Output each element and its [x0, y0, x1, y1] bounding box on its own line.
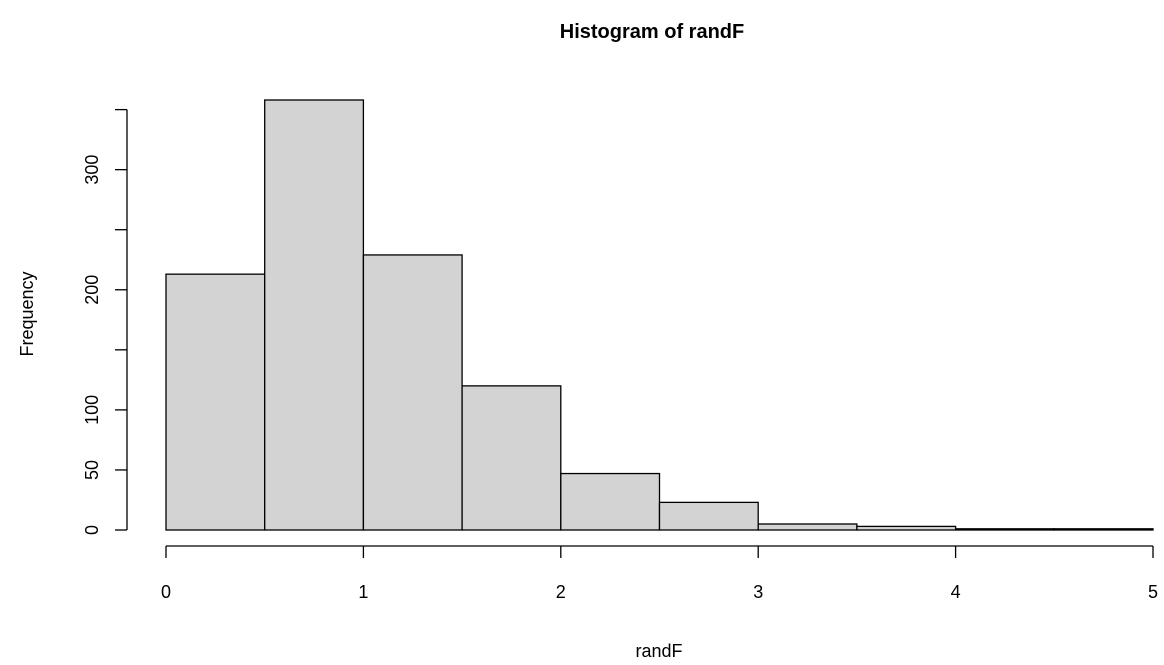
x-tick-label: 1: [358, 582, 368, 602]
x-tick-label: 3: [753, 582, 763, 602]
y-axis: 0 50 100 200 300: [82, 108, 128, 535]
histogram-bar-3: [461, 385, 562, 531]
y-tick-label: 50: [82, 460, 102, 480]
histogram-bar-0: [165, 273, 266, 531]
x-tick-label: 5: [1148, 582, 1158, 602]
histogram-bar-4: [560, 472, 661, 531]
y-axis-label: Frequency: [17, 271, 37, 356]
chart-title: Histogram of randF: [560, 21, 744, 43]
histogram-bar-2: [362, 254, 463, 531]
x-tick-label: 4: [951, 582, 961, 602]
bars-group: [165, 99, 1154, 531]
histogram-bar-1: [264, 99, 365, 531]
x-axis: 0 1 2 3 4 5: [161, 545, 1158, 602]
x-axis-label: randF: [635, 641, 682, 661]
y-tick-label: 100: [82, 395, 102, 425]
histogram-bar-9: [1053, 528, 1154, 531]
y-tick-label: 200: [82, 275, 102, 305]
histogram-bar-7: [856, 525, 957, 531]
y-tick-label: 0: [82, 525, 102, 535]
y-tick-label: 300: [82, 155, 102, 185]
histogram-bar-5: [658, 501, 759, 531]
histogram-bar-6: [757, 523, 858, 531]
x-tick-label: 2: [556, 582, 566, 602]
x-tick-label: 0: [161, 582, 171, 602]
histogram-bar-8: [954, 528, 1055, 531]
